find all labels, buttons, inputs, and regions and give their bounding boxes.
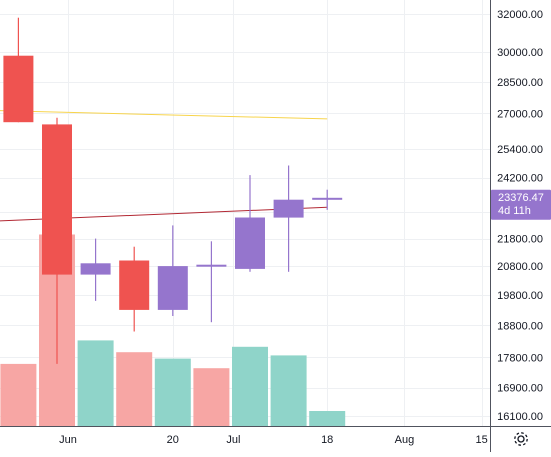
price-tick-label: 18800.00	[497, 320, 543, 332]
candle-body	[312, 197, 343, 200]
candle	[42, 117, 72, 364]
price-tick-label: 17800.00	[497, 352, 543, 364]
last-price-countdown: 4d 11h	[498, 205, 531, 217]
volume-bar	[193, 368, 230, 426]
price-ticks[interactable]: 32000.00 30000.00 28500.00 27000.00 25400.00…	[497, 9, 543, 423]
candle-body	[235, 217, 265, 269]
price-tick-label: 19800.00	[497, 290, 543, 302]
price-tick-label: 21800.00	[497, 234, 543, 246]
price-tick-label: 16900.00	[497, 383, 543, 395]
moving-average-line	[0, 110, 328, 120]
date-tick-label: Aug	[395, 434, 415, 446]
date-ticks[interactable]: Jun 20 Jul 18 Aug 15	[59, 434, 488, 446]
gear-icon	[514, 432, 528, 446]
volume-bar	[116, 352, 153, 426]
last-price-badge: 23376.47 4d 11h	[491, 189, 551, 220]
date-tick-label: Jul	[226, 434, 240, 446]
date-tick-label: Jun	[59, 434, 77, 446]
date-tick-label: 18	[321, 434, 333, 446]
price-tick-label: 16100.00	[497, 411, 543, 423]
candle-body	[157, 266, 188, 310]
candle	[235, 175, 265, 272]
price-tick-label: 28500.00	[497, 77, 543, 89]
candle-body	[42, 124, 72, 275]
candle	[196, 241, 227, 323]
candle	[80, 238, 111, 301]
price-tick-label: 24200.00	[497, 173, 543, 185]
date-tick-label: 15	[475, 434, 487, 446]
settings-button[interactable]	[514, 432, 528, 446]
volume-bar	[232, 346, 268, 426]
candles	[3, 17, 343, 364]
last-price-value: 23376.47	[498, 192, 544, 204]
volume-bar	[309, 411, 346, 426]
candle-body	[196, 264, 227, 267]
volume-bar	[77, 340, 114, 426]
price-tick-label: 27000.00	[497, 108, 543, 120]
candle-body	[3, 55, 34, 123]
last-price-badge-bg	[491, 189, 551, 220]
volume-bar	[0, 363, 37, 426]
candle	[3, 17, 34, 123]
candle	[273, 165, 304, 272]
volume-bar	[270, 355, 307, 426]
candle-body	[119, 260, 150, 310]
date-tick-label: 20	[167, 434, 179, 446]
candle	[157, 225, 188, 316]
candle	[119, 246, 150, 332]
candle-body	[80, 263, 111, 275]
price-tick-label: 25400.00	[497, 144, 543, 156]
moving-averages	[0, 110, 328, 222]
price-tick-label: 32000.00	[497, 9, 543, 21]
price-tick-label: 20800.00	[497, 261, 543, 273]
candle	[312, 189, 343, 210]
candle-body	[273, 199, 304, 218]
moving-average-line	[0, 206, 328, 222]
volume-bar	[154, 358, 191, 426]
price-tick-label: 30000.00	[497, 47, 543, 59]
